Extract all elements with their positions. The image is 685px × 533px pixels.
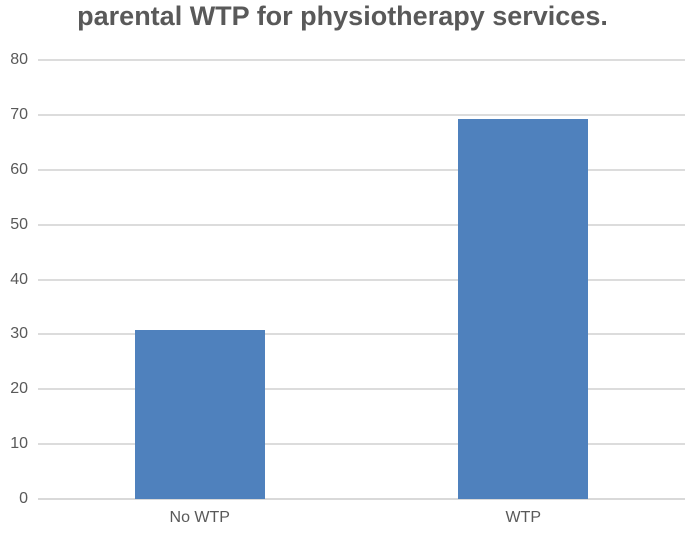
gridline <box>38 443 685 446</box>
x-category-label: No WTP <box>169 509 230 526</box>
gridline <box>38 59 685 61</box>
x-axis-line <box>38 498 685 500</box>
x-category-label: WTP <box>505 509 542 526</box>
y-tick-label: 60 <box>10 160 28 178</box>
y-tick-label: 40 <box>10 270 28 288</box>
gridline <box>38 113 685 116</box>
bar-wtp <box>458 119 589 499</box>
chart-title: parental WTP for physiotherapy services. <box>77 1 608 31</box>
y-tick-label: 70 <box>10 105 28 123</box>
y-tick-label: 30 <box>10 325 28 343</box>
y-tick-label: 50 <box>10 215 28 233</box>
y-tick-label: 0 <box>19 490 28 507</box>
gridline <box>38 168 685 171</box>
y-tick-label: 80 <box>10 51 28 68</box>
bar-no-wtp <box>134 329 265 499</box>
y-tick-label: 20 <box>10 380 28 398</box>
gridline <box>38 223 685 226</box>
gridline <box>38 388 685 391</box>
y-tick-label: 10 <box>10 435 28 453</box>
gridline <box>38 278 685 281</box>
gridline <box>38 333 685 336</box>
